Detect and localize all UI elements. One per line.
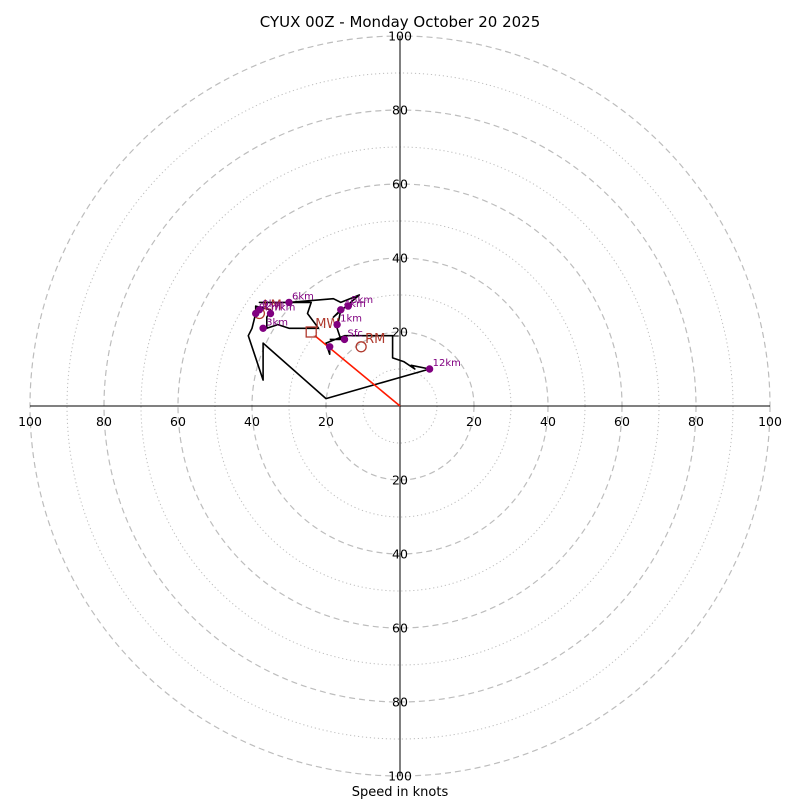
height-point-label: 9km [262,299,284,310]
height-point-marker [337,306,345,314]
storm-motion-label: MW [315,317,339,332]
y-tick-label: 40 [392,547,408,562]
height-point-label: 6km [292,291,314,302]
height-point-12km: 12km [425,358,461,373]
height-point-label: 8km [259,303,281,314]
height-point-label: 5km [351,295,373,306]
y-tick-label: 100 [388,769,412,784]
height-point-9km: 9km [255,299,284,314]
height-point-label: 7km [274,303,296,314]
tick-labels: 100 80 60 40 20 20 40 60 80 100 100 80 60 40 20 20 40 60 8… [18,29,782,784]
height-point-1km: 1km [333,314,362,329]
height-point-label: 3km [266,317,288,328]
x-tick-label: 40 [540,414,556,429]
storm-motion-label: LM [263,299,281,314]
height-point-label: Sfc [348,328,363,339]
storm-motion-square-marker [305,326,317,338]
height-point-marker [285,298,293,307]
x-tick-label: 40 [244,414,260,429]
storm-motion-mw: MW [305,317,339,338]
y-tick-label: 80 [392,103,408,118]
height-point-marker [333,320,341,329]
height-point-marker [340,335,349,344]
height-point-label: 1km [340,314,362,325]
x-tick-label: 80 [96,414,112,429]
x-tick-label: 80 [688,414,704,429]
storm-motion-markers: RM LM MW [253,299,385,353]
x-tick-label: 60 [614,414,630,429]
storm-motion-rm: RM [355,332,385,353]
y-tick-label: 20 [392,473,408,488]
height-point-3km: 3km [259,317,288,332]
x-tick-label: 100 [18,414,42,429]
y-tick-label: 100 [388,29,412,44]
height-point-marker [326,343,334,351]
height-point-6km: 6km [285,291,314,307]
y-tick-label: 60 [392,621,408,636]
height-point-label: 4km [344,299,366,310]
x-tick-label: 20 [466,414,482,429]
height-point-marker [259,324,267,332]
x-tick-label: 100 [758,414,782,429]
storm-motion-circle-marker [355,341,367,353]
height-point-7km: 7km [266,303,296,318]
height-point [326,343,334,351]
height-point-marker [266,309,275,318]
x-axis-label: Speed in knots [352,785,449,800]
height-point-5km: 5km [344,295,373,310]
height-point-marker [425,365,434,373]
x-tick-label: 20 [318,414,334,429]
height-point-marker [255,306,264,314]
y-tick-label: 60 [392,177,408,192]
height-point-4km: 4km [337,299,366,314]
y-tick-label: 80 [392,695,408,710]
height-point-label: 12km [433,358,461,369]
height-point-marker [344,302,352,310]
x-tick-label: 60 [170,414,186,429]
y-tick-label: 20 [392,325,408,340]
chart-title: CYUX 00Z - Monday October 20 2025 [260,13,541,31]
height-point-sfc: Sfc [340,328,363,344]
y-tick-label: 40 [392,251,408,266]
storm-motion-label: RM [365,332,385,347]
